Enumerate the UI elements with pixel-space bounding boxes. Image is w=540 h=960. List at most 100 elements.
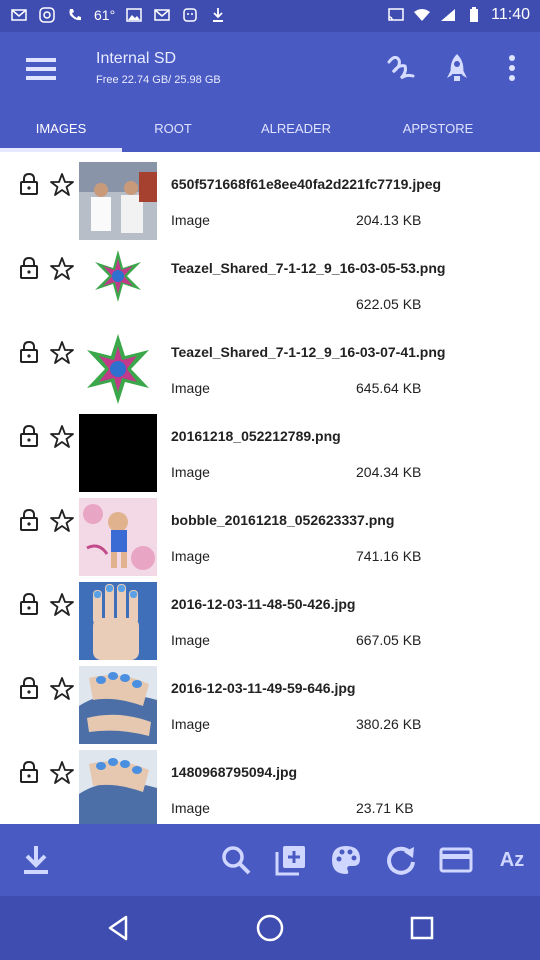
download-button[interactable] (18, 842, 54, 878)
instagram-icon (38, 6, 56, 24)
file-row[interactable]: Teazel_Shared_7-1-12_9_16-03-07-41.png I… (0, 320, 540, 408)
lock-icon[interactable] (17, 424, 41, 448)
rocket-button[interactable] (437, 48, 477, 88)
home-icon (256, 914, 284, 942)
lock-icon[interactable] (17, 172, 41, 196)
app-icon (181, 6, 199, 24)
thumbnail-image (79, 330, 157, 408)
refresh-icon (387, 846, 415, 875)
clock: 11:40 (491, 6, 530, 23)
file-name: 2016-12-03-11-49-59-646.jpg (171, 680, 356, 696)
phone-icon (66, 6, 84, 24)
file-name: 2016-12-03-11-48-50-426.jpg (171, 596, 356, 612)
file-row[interactable]: Teazel_Shared_7-1-12_9_16-03-05-53.png 6… (0, 236, 540, 320)
file-size: 645.64 KB (356, 380, 422, 396)
recents-icon (410, 916, 434, 940)
sd-card-button[interactable] (438, 842, 474, 878)
signature-icon (387, 55, 415, 80)
thumbnail-image (79, 498, 157, 576)
star-icon[interactable] (49, 760, 75, 786)
star-icon[interactable] (49, 172, 75, 198)
lock-icon[interactable] (17, 508, 41, 532)
theme-button[interactable] (328, 842, 364, 878)
thumbnail-image (79, 750, 157, 824)
wifi-icon (413, 6, 431, 24)
file-size: 204.34 KB (356, 464, 422, 480)
status-right-icons: 11:40 (387, 6, 530, 24)
overflow-menu-button[interactable] (492, 48, 532, 88)
tab-appstore[interactable]: APPSTORE (402, 121, 474, 136)
file-name: Teazel_Shared_7-1-12_9_16-03-07-41.png (171, 344, 446, 360)
status-bar: 61° 11:40 (0, 0, 540, 32)
file-type: Image (171, 380, 210, 396)
file-size: 204.13 KB (356, 212, 422, 228)
star-icon[interactable] (49, 508, 75, 534)
refresh-button[interactable] (383, 842, 419, 878)
app-bar: Internal SD Free 22.74 GB/ 25.98 GB IMAG… (0, 32, 540, 152)
mail-icon (10, 6, 28, 24)
mail-icon (153, 6, 171, 24)
tab-alreader[interactable]: ALREADER (260, 121, 332, 136)
file-row[interactable]: 650f571668f61e8ee40fa2d221fc7719.jpeg Im… (0, 152, 540, 240)
file-list: 650f571668f61e8ee40fa2d221fc7719.jpeg Im… (0, 152, 540, 824)
lock-icon[interactable] (17, 592, 41, 616)
download-icon (209, 6, 227, 24)
file-size: 667.05 KB (356, 632, 422, 648)
tab-root[interactable]: ROOT (154, 121, 192, 136)
card-icon (439, 847, 473, 873)
file-row[interactable]: 2016-12-03-11-49-59-646.jpg Image 380.26… (0, 656, 540, 744)
lock-icon[interactable] (17, 256, 41, 280)
back-icon (108, 915, 128, 941)
active-tab-indicator (0, 148, 122, 152)
storage-title: Internal SD (96, 50, 177, 67)
file-name: 650f571668f61e8ee40fa2d221fc7719.jpeg (171, 176, 442, 192)
star-icon[interactable] (49, 256, 75, 282)
file-name: Teazel_Shared_7-1-12_9_16-03-05-53.png (171, 260, 446, 276)
star-icon[interactable] (49, 592, 75, 618)
lock-icon[interactable] (17, 760, 41, 784)
tab-images[interactable]: IMAGES (35, 121, 87, 136)
file-type: Image (171, 632, 210, 648)
file-type: Image (171, 464, 210, 480)
star-icon[interactable] (49, 676, 75, 702)
signal-icon (439, 6, 457, 24)
lock-icon[interactable] (17, 676, 41, 700)
file-row[interactable]: 2016-12-03-11-48-50-426.jpg Image 667.05… (0, 572, 540, 660)
menu-icon (26, 58, 56, 80)
thumbnail-image (79, 582, 157, 660)
bottom-toolbar: Az (0, 824, 540, 896)
file-name: 20161218_052212789.png (171, 428, 341, 444)
file-size: 741.16 KB (356, 548, 422, 564)
home-button[interactable] (254, 912, 286, 944)
signature-button[interactable] (381, 48, 421, 88)
star-icon[interactable] (49, 340, 75, 366)
storage-free-space: Free 22.74 GB/ 25.98 GB (96, 74, 221, 86)
tab-bar: IMAGES ROOT ALREADER APPSTORE (0, 112, 540, 152)
file-name: 1480968795094.jpg (171, 764, 298, 780)
search-icon (222, 846, 251, 875)
file-type: Image (171, 548, 210, 564)
system-navigation-bar (0, 896, 540, 960)
file-row[interactable]: bobble_20161218_052623337.png Image 741.… (0, 488, 540, 576)
photo-icon (125, 6, 143, 24)
search-button[interactable] (218, 842, 254, 878)
file-type: Image (171, 212, 210, 228)
back-button[interactable] (102, 912, 134, 944)
download-icon (24, 846, 48, 874)
file-row[interactable]: 1480968795094.jpg Image 23.71 KB (0, 740, 540, 824)
file-name: bobble_20161218_052623337.png (171, 512, 395, 528)
sort-button[interactable]: Az (494, 842, 530, 878)
file-row[interactable]: 20161218_052212789.png Image 204.34 KB (0, 404, 540, 492)
add-copy-icon (275, 846, 305, 876)
recents-button[interactable] (406, 912, 438, 944)
palette-icon (332, 846, 360, 874)
add-copy-button[interactable] (273, 842, 309, 878)
star-icon[interactable] (49, 424, 75, 450)
status-left-icons: 61° (10, 6, 227, 24)
file-size: 622.05 KB (356, 296, 422, 312)
lock-icon[interactable] (17, 340, 41, 364)
menu-button[interactable] (22, 52, 60, 86)
thumbnail-image (79, 162, 157, 240)
sort-az-icon: Az (499, 848, 525, 871)
thumbnail-image (79, 414, 157, 492)
